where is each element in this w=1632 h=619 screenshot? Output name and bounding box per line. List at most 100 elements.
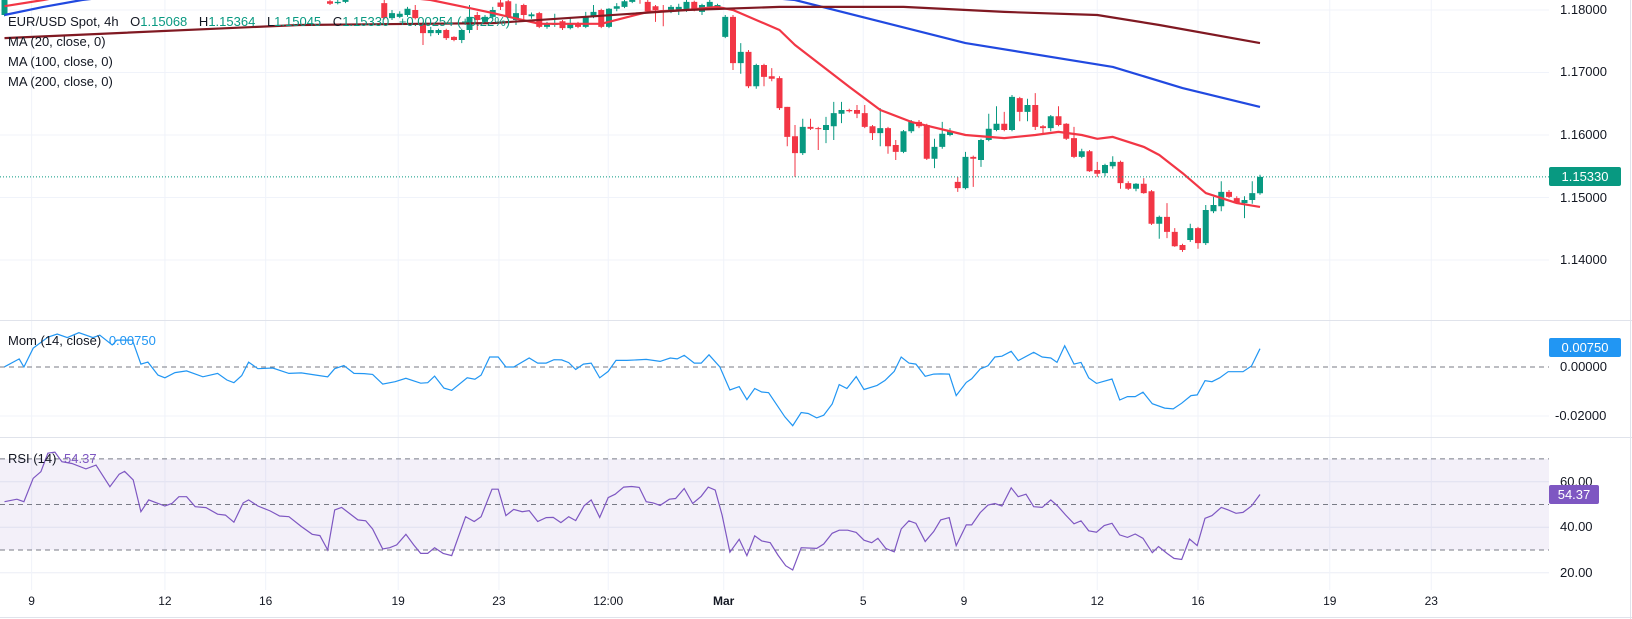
candle: [1195, 226, 1201, 249]
momentum-pane[interactable]: [4, 332, 1261, 427]
candle: [1187, 223, 1194, 242]
grid-lines: [0, 0, 1549, 590]
time-tick: 16: [258, 594, 273, 608]
candle-body: [1086, 151, 1093, 172]
candle-body: [497, 2, 504, 7]
candle-body: [1241, 200, 1248, 204]
price-tick: 1.17000: [1560, 64, 1607, 79]
candle: [396, 11, 403, 19]
candle-body: [1055, 116, 1062, 125]
candle-body: [962, 156, 969, 189]
candle: [1, 0, 8, 17]
rsi-legend[interactable]: RSI (14) 54.37: [8, 451, 97, 467]
candle-body: [613, 6, 620, 9]
mom-legend-value: 0.00750: [108, 333, 156, 348]
candle: [443, 28, 450, 40]
candle: [993, 106, 1000, 132]
time-tick: 12:00: [593, 594, 624, 608]
ma200-legend[interactable]: MA (200, close, 0): [8, 74, 113, 89]
candle-body: [745, 51, 752, 87]
candle-body: [513, 13, 519, 20]
candle-body: [567, 23, 574, 29]
time-tick: 5: [859, 594, 867, 608]
candle-body: [396, 13, 403, 17]
candle-body: [1001, 123, 1008, 130]
candle: [1086, 150, 1093, 172]
candle-body: [947, 131, 953, 135]
time-tick: 12: [1090, 594, 1104, 608]
candle: [1171, 228, 1178, 247]
candle-body: [854, 110, 860, 114]
candle-body: [443, 30, 450, 39]
candle-body: [823, 125, 829, 130]
close-value: 1.15330: [342, 14, 390, 29]
candle-body: [435, 30, 442, 34]
candle-body: [1047, 116, 1054, 129]
candle: [528, 12, 535, 19]
candle-body: [327, 1, 333, 4]
candle-body: [1094, 170, 1101, 174]
candle: [1125, 181, 1132, 190]
candle: [1040, 125, 1046, 134]
ma20-legend[interactable]: MA (20, close, 0): [8, 34, 106, 49]
candle-body: [1148, 191, 1155, 224]
candle: [598, 8, 605, 29]
candle: [1032, 93, 1039, 130]
candle: [474, 11, 481, 30]
candle: [737, 43, 744, 74]
candle: [784, 106, 791, 147]
mom-legend[interactable]: Mom (14, close) 0.00750: [8, 333, 156, 349]
candle-body: [644, 1, 651, 12]
candle-body: [1032, 105, 1039, 127]
candle-body: [1024, 105, 1031, 112]
high-label: H: [198, 14, 209, 29]
candle-body: [575, 23, 581, 27]
candle: [730, 15, 736, 70]
candle-body: [629, 0, 636, 2]
candle-body: [706, 1, 713, 7]
candle-body: [730, 16, 736, 64]
candle: [505, 0, 512, 19]
candle-body: [1109, 161, 1116, 167]
candle: [722, 15, 729, 39]
candle: [381, 0, 388, 20]
candle-body: [931, 146, 938, 159]
open-value: 1.15068: [140, 14, 188, 29]
candle-body: [404, 8, 411, 15]
candle-body: [1063, 123, 1070, 139]
symbol-title[interactable]: EUR/USD Spot, 4h: [8, 14, 119, 29]
candle-body: [582, 16, 589, 27]
rsi-tick: 20.00: [1560, 565, 1593, 580]
candle: [412, 5, 419, 20]
candle-body: [1210, 205, 1217, 212]
candle-body: [784, 106, 791, 137]
price-pane[interactable]: [0, 0, 1549, 252]
time-tick: 19: [1323, 594, 1337, 608]
candle: [1148, 190, 1155, 225]
candle: [892, 140, 899, 160]
candle-body: [1078, 151, 1085, 157]
candle: [1094, 161, 1101, 177]
candle: [807, 118, 814, 130]
candle: [978, 138, 984, 167]
candle: [1133, 183, 1139, 192]
candle: [1102, 163, 1108, 177]
candle: [435, 28, 442, 35]
candle: [644, 0, 651, 13]
candle: [970, 155, 977, 187]
candle: [606, 8, 612, 29]
candle: [1226, 190, 1232, 199]
candle-body: [621, 1, 628, 7]
rsi-line: [4, 451, 1261, 571]
candle-body: [830, 113, 837, 127]
candle-body: [1125, 183, 1132, 189]
candle-body: [737, 51, 744, 64]
candle-body: [606, 8, 612, 27]
high-value: 1.15364: [208, 14, 256, 29]
candle: [830, 101, 837, 140]
rsi-pane[interactable]: [4, 451, 1261, 571]
ma100-line: [4, 0, 1261, 108]
ma100-legend[interactable]: MA (100, close, 0): [8, 54, 113, 69]
candle-body: [420, 23, 426, 34]
